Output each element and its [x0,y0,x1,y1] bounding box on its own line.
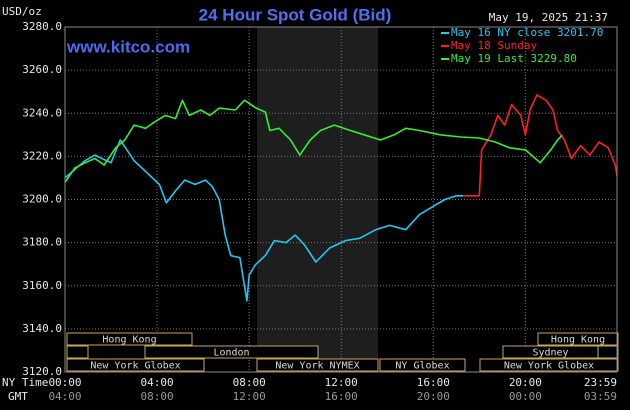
y-tick-label: 3180.0 [22,236,62,249]
session-box [597,345,619,359]
timestamp: May 19, 2025 21:37 [489,11,608,24]
session-box [66,345,89,359]
session-label: New York NYMEX [275,361,359,372]
session-box [144,345,319,359]
y-tick-label: 3280.0 [22,20,62,33]
session-label: Hong Kong [102,335,156,346]
y-tick-label: 3160.0 [22,279,62,292]
x-tick-label: 00:00 [48,376,81,389]
x-tick-label: 16:00 [417,376,450,389]
x2-tick-label: 20:00 [417,390,450,403]
session-label: New York Globex [90,361,180,372]
x2-tick-label: 00:00 [509,390,542,403]
y-tick-label: 3240.0 [22,106,62,119]
y-tick-label: 3140.0 [22,322,62,335]
session-label: London [213,348,249,359]
session-box [66,358,205,372]
y-unit: USD/oz [2,5,42,18]
x-tick-label: 08:00 [233,376,266,389]
y-tick-label: 3220.0 [22,149,62,162]
x-tick-label: 12:00 [325,376,358,389]
session-label: NY Globex [395,361,449,372]
series-line [64,99,563,183]
session-box [256,358,379,372]
session-box [479,358,619,372]
session-label: New York Globex [504,361,594,372]
session-box [537,332,619,346]
x-tick-label: 23:59 [584,376,617,389]
x2-tick-label: 04:00 [48,390,81,403]
x-tick-label: 04:00 [141,376,174,389]
plot-border [64,26,618,373]
x2-tick-label: 03:59 [584,390,617,403]
legend-label: May 19 Last 3229.80 [451,52,577,65]
chart-title: 24 Hour Spot Gold (Bid) [199,5,392,24]
session-box [66,332,193,346]
y-tick-label: 3120.0 [22,365,62,378]
x2-tick-label: 16:00 [325,390,358,403]
x2-tick-label: 12:00 [233,390,266,403]
legend-label: May 16 NY close 3201.70 [451,26,603,39]
series-line [463,94,618,197]
session-label: Sydney [532,348,568,359]
x-row-label: NY Time [2,376,48,389]
y-tick-label: 3200.0 [22,193,62,206]
y-tick-label: 3260.0 [22,63,62,76]
x2-tick-label: 08:00 [141,390,174,403]
x-tick-label: 20:00 [509,376,542,389]
session-label: Hong Kong [551,335,605,346]
x2-row-label: GMT [8,390,28,403]
legend-label: May 18 Sunday [451,39,537,52]
site-url: www.kitco.com [66,37,190,56]
series-line [64,139,464,302]
session-box [379,358,466,372]
